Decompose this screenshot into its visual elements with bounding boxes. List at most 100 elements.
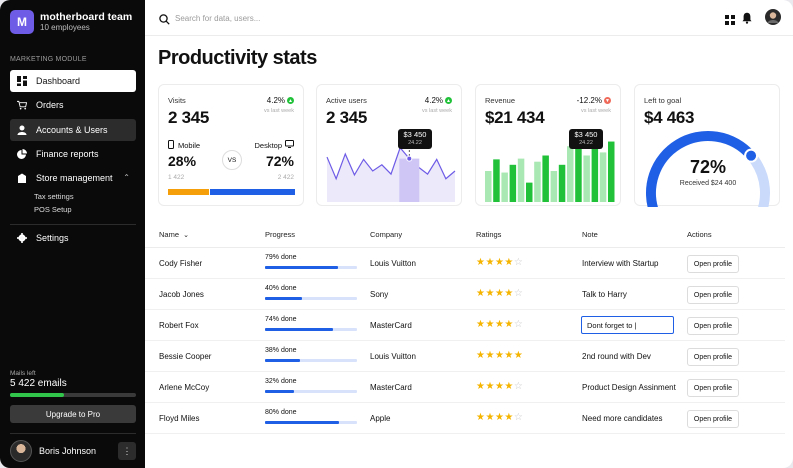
chevron-up-icon[interactable]: ⌃ xyxy=(123,173,130,182)
star-icon: ★ xyxy=(485,381,495,392)
open-profile-button[interactable]: Open profile xyxy=(687,286,739,304)
open-profile-button[interactable]: Open profile xyxy=(687,317,739,335)
sidebar-item-accounts[interactable]: Accounts & Users xyxy=(10,119,136,141)
star-icon: ★ xyxy=(476,350,486,361)
vs-last-week: vs last week xyxy=(264,108,294,114)
arrow-down-icon: ▼ xyxy=(604,97,611,104)
name-cell: Robert Fox xyxy=(159,321,199,330)
team-switcher[interactable]: M motherboard team 10 employees xyxy=(10,10,132,34)
note-cell: 2nd round with Dev xyxy=(582,352,651,361)
mobile-pct: 28% xyxy=(168,153,197,169)
revenue-bar xyxy=(501,172,508,202)
star-icon: ★ xyxy=(485,319,495,330)
header-name-label: Name xyxy=(159,230,180,239)
user-profile[interactable]: Boris Johnson ⋮ xyxy=(10,440,136,462)
progress-bar xyxy=(265,390,357,393)
open-profile-button[interactable]: Open profile xyxy=(687,255,739,273)
star-icon: ★ xyxy=(476,319,486,330)
note-cell: Product Design Assinment xyxy=(582,383,676,392)
open-profile-button[interactable]: Open profile xyxy=(687,348,739,366)
progress-bar xyxy=(265,266,357,269)
upgrade-button[interactable]: Upgrade to Pro xyxy=(10,405,136,423)
change-value: 4.2% xyxy=(424,96,443,105)
open-profile-button[interactable]: Open profile xyxy=(687,379,739,397)
revenue-bar xyxy=(575,141,582,202)
rating-stars: ★★★★☆ xyxy=(476,319,523,330)
tooltip-value: $3 450 xyxy=(403,130,427,139)
star-icon: ★ xyxy=(494,319,505,330)
user-icon xyxy=(17,125,27,135)
star-icon: ☆ xyxy=(513,319,524,330)
header-name[interactable]: Name ⌄ xyxy=(159,230,189,239)
name-cell: Arlene McCoy xyxy=(159,383,210,392)
name-cell: Floyd Miles xyxy=(159,414,200,423)
star-icon: ★ xyxy=(504,319,514,330)
topbar xyxy=(145,0,793,36)
progress-fill xyxy=(265,359,300,362)
sidebar-subitem-pos[interactable]: POS Setup xyxy=(34,205,72,214)
company-cell: Louis Vuitton xyxy=(370,259,416,268)
star-icon: ☆ xyxy=(513,257,524,268)
chart-tooltip: $3 450 24.22 xyxy=(569,129,603,149)
note-cell: Interview with Startup xyxy=(582,259,659,268)
bell-icon[interactable] xyxy=(742,11,752,29)
table-row: Arlene McCoy 32% done MasterCard ★★★★☆ Produ… xyxy=(145,372,785,403)
star-icon: ★ xyxy=(485,288,495,299)
revenue-bar xyxy=(493,159,500,202)
star-icon: ★ xyxy=(504,288,514,299)
desktop-share-bar xyxy=(209,189,295,195)
revenue-bar xyxy=(485,171,492,202)
vs-last-week: vs last week xyxy=(422,108,452,114)
progress-bar xyxy=(265,359,357,362)
sidebar-item-dashboard[interactable]: Dashboard xyxy=(10,70,136,92)
sidebar-item-settings[interactable]: Settings xyxy=(10,227,136,249)
revenue-change: -12.2% ▼ xyxy=(577,96,611,105)
name-cell: Bessie Cooper xyxy=(159,352,212,361)
vs-badge: VS xyxy=(222,150,242,170)
revenue-bar xyxy=(509,164,517,202)
table-row: Jacob Jones 40% done Sony ★★★★☆ Talk to Harr… xyxy=(145,279,785,310)
rating-stars: ★★★★☆ xyxy=(476,257,523,268)
team-members: 10 employees xyxy=(40,23,90,32)
mails-progress-fill xyxy=(10,393,65,397)
star-icon: ★ xyxy=(504,381,514,392)
mobile-label: Mobile xyxy=(168,140,200,151)
table-row: Floyd Miles 80% done Apple ★★★★☆ Need more c… xyxy=(145,403,785,434)
sidebar-item-finance[interactable]: Finance reports xyxy=(10,143,136,165)
star-icon: ★ xyxy=(494,257,505,268)
monitor-icon xyxy=(285,140,294,150)
star-icon: ★ xyxy=(476,288,486,299)
grid-icon[interactable] xyxy=(725,12,735,30)
sidebar-item-store[interactable]: Store management ⌃ xyxy=(10,167,136,189)
series-line xyxy=(326,146,456,181)
star-icon: ★ xyxy=(485,350,495,361)
rating-stars: ★★★★☆ xyxy=(476,288,523,299)
star-icon: ★ xyxy=(504,257,514,268)
avatar[interactable] xyxy=(765,9,781,30)
gauge-knob xyxy=(744,148,759,163)
desktop-label: Desktop xyxy=(254,140,294,150)
revenue-bar xyxy=(526,182,533,202)
progress-label: 32% done xyxy=(265,378,297,385)
progress-bar xyxy=(265,328,357,331)
goal-received: Received $24 400 xyxy=(679,180,737,187)
header-actions: Actions xyxy=(687,230,712,239)
avatar xyxy=(10,440,32,462)
highlight-column xyxy=(399,158,420,202)
open-profile-button[interactable]: Open profile xyxy=(687,410,739,428)
revenue-bar xyxy=(608,141,615,202)
revenue-bar xyxy=(542,155,549,202)
note-input[interactable] xyxy=(581,316,674,334)
header-progress: Progress xyxy=(265,230,296,239)
sidebar-subitem-tax[interactable]: Tax settings xyxy=(34,192,74,201)
star-icon: ☆ xyxy=(513,381,524,392)
pie-chart-icon xyxy=(17,149,27,159)
progress-fill xyxy=(265,266,338,269)
more-vertical-icon[interactable]: ⋮ xyxy=(118,442,136,460)
star-icon: ★ xyxy=(476,412,486,423)
revenue-bar xyxy=(583,155,590,202)
search-input[interactable] xyxy=(175,11,475,25)
sidebar-item-orders[interactable]: Orders xyxy=(10,94,136,116)
